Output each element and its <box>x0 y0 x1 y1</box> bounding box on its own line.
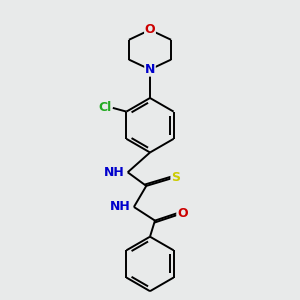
Text: N: N <box>145 63 155 76</box>
Text: O: O <box>177 207 188 220</box>
Text: O: O <box>145 23 155 36</box>
Text: NH: NH <box>104 166 125 179</box>
Text: S: S <box>171 171 180 184</box>
Text: NH: NH <box>110 200 131 214</box>
Text: Cl: Cl <box>98 101 112 114</box>
